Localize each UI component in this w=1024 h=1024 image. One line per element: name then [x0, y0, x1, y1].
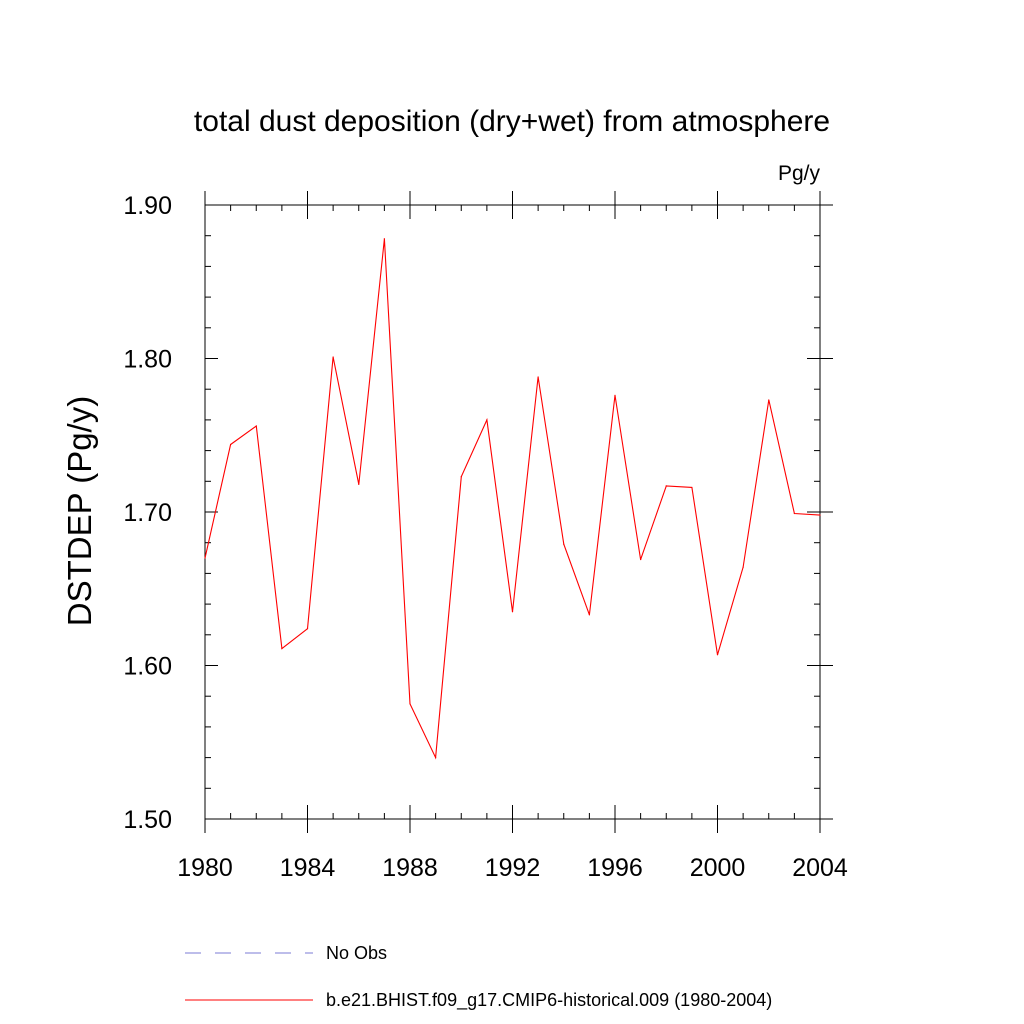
x-tick-label: 1984	[280, 854, 336, 882]
data-point	[768, 399, 770, 401]
legend-label: b.e21.BHIST.f09_g17.CMIP6-historical.009…	[326, 990, 772, 1011]
x-tick-label: 1996	[587, 854, 643, 882]
legend-label: No Obs	[326, 943, 387, 963]
data-point	[511, 611, 514, 613]
data-point	[281, 648, 283, 650]
y-axis-label: DSTDEP (Pg/y)	[61, 396, 98, 626]
units-label: Pg/y	[778, 162, 821, 185]
data-point	[691, 486, 693, 489]
data-point	[255, 425, 257, 427]
plot-frame	[204, 204, 821, 820]
x-tick-label: 1980	[177, 854, 233, 882]
data-point	[716, 654, 719, 656]
data-point	[383, 238, 385, 240]
data-point	[614, 394, 616, 396]
y-tick-label: 1.80	[123, 346, 172, 374]
x-tick-label: 1988	[382, 854, 438, 882]
data-point	[665, 485, 667, 487]
x-tick-labels: 1980 1984 1988 1992 1996 2000 2004	[177, 854, 848, 882]
data-point	[204, 557, 206, 559]
y-tick-labels: 1.50 1.60 1.70 1.80 1.90	[123, 192, 172, 834]
series-lines	[204, 238, 821, 760]
y-tick-label: 1.50	[123, 806, 172, 834]
minor-ticks	[205, 205, 820, 819]
data-point	[486, 419, 488, 421]
major-ticks	[204, 191, 833, 833]
y-tick-label: 1.70	[123, 499, 172, 527]
data-point	[435, 757, 437, 759]
data-point	[306, 628, 309, 630]
data-point	[742, 566, 744, 568]
data-point	[819, 514, 821, 516]
data-point	[460, 476, 462, 478]
x-tick-label: 2000	[690, 854, 746, 882]
data-point	[793, 512, 795, 515]
data-point	[640, 558, 642, 561]
x-tick-label: 1992	[485, 854, 541, 882]
data-point	[230, 443, 232, 446]
series-line	[204, 238, 821, 760]
plot-border	[204, 204, 821, 820]
y-tick-label: 1.60	[123, 653, 172, 681]
legend: No Obs b.e21.BHIST.f09_g17.CMIP6-historic…	[185, 943, 772, 1011]
y-tick-label: 1.90	[123, 192, 172, 220]
data-point	[563, 543, 565, 545]
data-point	[358, 483, 360, 485]
chart-title: total dust deposition (dry+wet) from atm…	[194, 105, 830, 138]
x-tick-label: 2004	[792, 854, 848, 882]
data-point	[409, 703, 411, 705]
data-point	[588, 614, 590, 616]
data-point	[332, 356, 334, 358]
data-point	[537, 376, 539, 378]
